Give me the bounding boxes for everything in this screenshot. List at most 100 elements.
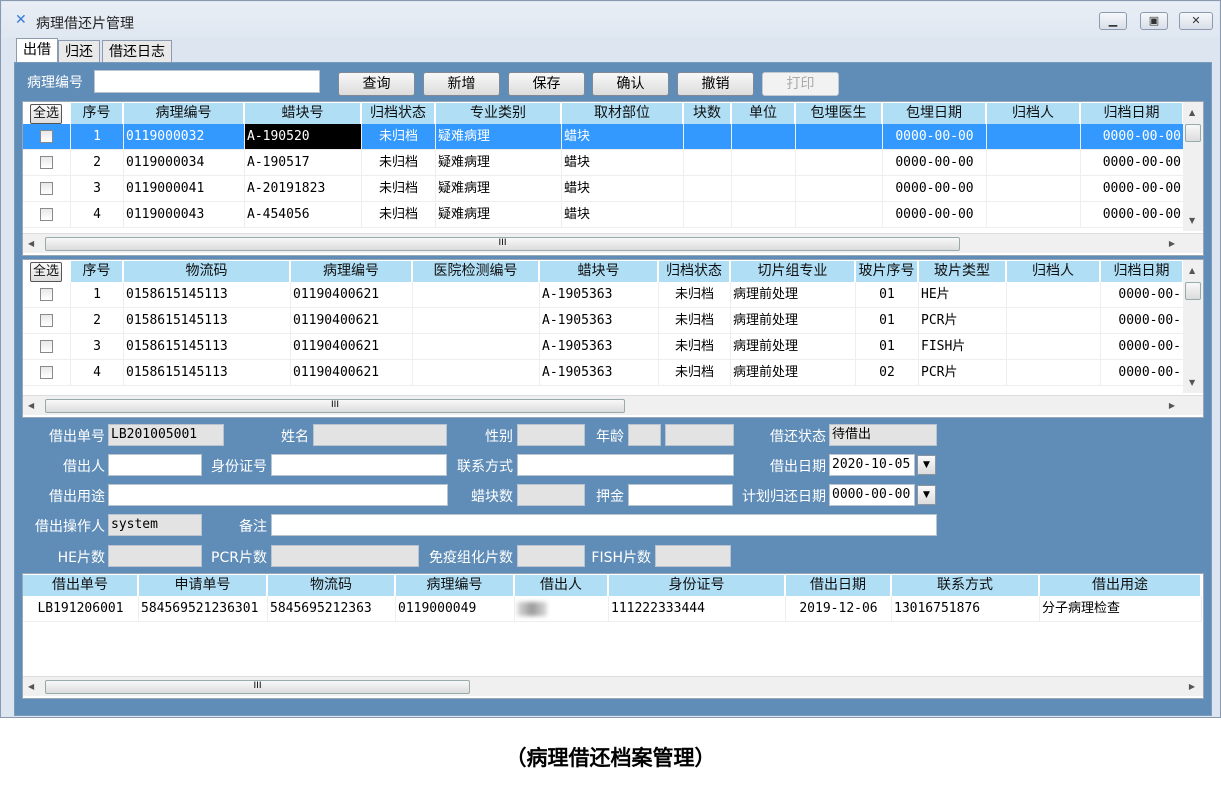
column-header[interactable]: 归档状态 (362, 103, 436, 124)
scroll-up-icon[interactable]: ▲ (1189, 266, 1196, 275)
scroll-thumb[interactable] (1185, 282, 1201, 300)
pathology-no-input[interactable] (94, 70, 320, 93)
scroll-down-icon[interactable]: ▼ (1189, 378, 1196, 387)
table-row[interactable]: 2 0119000034 A-190517 未归档 疑难病理 蜡块 0000-00-00 00… (23, 150, 1184, 176)
table-row[interactable]: LB191206001 584569521236301 5845695212363 0… (23, 596, 1202, 622)
row-checkbox[interactable] (40, 366, 53, 379)
table-row[interactable]: 3 0119000041 A-20191823 未归档 疑难病理 蜡块 0000-00-00… (23, 176, 1184, 202)
table-cell: 未归档 (362, 202, 436, 227)
table-row[interactable]: 1 0158615145113 01190400621 A-1905363 未归档 病理前… (23, 282, 1184, 308)
column-header[interactable]: 借出用途 (1040, 575, 1202, 596)
column-header[interactable]: 申请单号 (139, 575, 268, 596)
column-header[interactable]: 病理编号 (124, 103, 245, 124)
column-header[interactable]: 借出日期 (786, 575, 892, 596)
table-row[interactable]: 2 0158615145113 01190400621 A-1905363 未归档 病理前… (23, 308, 1184, 334)
scroll-thumb[interactable]: III (45, 399, 625, 413)
tab-loan[interactable]: 出借 (16, 38, 58, 64)
column-header[interactable]: 玻片序号 (856, 261, 919, 282)
column-header[interactable]: 归档日期 (1101, 261, 1184, 282)
scroll-left-icon[interactable]: ◀ (28, 401, 35, 410)
confirm-button[interactable]: 确认 (592, 72, 669, 96)
scroll-right-icon[interactable]: ▶ (1168, 401, 1175, 410)
column-header[interactable]: 包埋日期 (883, 103, 987, 124)
chevron-down-icon[interactable]: ▼ (917, 455, 936, 475)
scroll-thumb[interactable]: III (45, 680, 470, 694)
column-header[interactable]: 病理编号 (396, 575, 515, 596)
scroll-left-icon[interactable]: ◀ (28, 682, 35, 691)
horizontal-scrollbar[interactable]: ◀ III ▶ (23, 395, 1203, 415)
table-cell: 0119000049 (396, 596, 515, 621)
column-header[interactable]: 物流码 (268, 575, 396, 596)
column-header[interactable]: 玻片类型 (919, 261, 1007, 282)
column-header[interactable]: 取材部位 (562, 103, 684, 124)
row-checkbox[interactable] (40, 288, 53, 301)
table-row[interactable]: 1 0119000032 A-190520 未归档 疑难病理 蜡块 0000-00-00 00… (23, 124, 1184, 150)
column-header[interactable]: 归档状态 (659, 261, 731, 282)
select-all-button[interactable]: 全选 (29, 104, 62, 124)
column-header[interactable]: 蜡块号 (245, 103, 362, 124)
column-header[interactable]: 借出人 (515, 575, 609, 596)
table-row[interactable]: 4 0158615145113 01190400621 A-1905363 未归档 病理前… (23, 360, 1184, 386)
scroll-down-icon[interactable]: ▼ (1189, 216, 1196, 225)
column-header[interactable]: 归档人 (987, 103, 1081, 124)
scroll-thumb[interactable]: III (45, 237, 960, 251)
scroll-right-icon[interactable]: ▶ (1168, 239, 1175, 248)
column-header[interactable]: 医院检测编号 (413, 261, 540, 282)
minimize-button[interactable]: ▁ (1099, 12, 1127, 30)
column-header[interactable]: 单位 (732, 103, 796, 124)
column-header[interactable]: 包埋医生 (796, 103, 883, 124)
horizontal-scrollbar[interactable]: ◀ III ▶ (23, 676, 1203, 696)
table-cell: 疑难病理 (436, 150, 562, 175)
purpose-input[interactable] (108, 484, 448, 506)
vertical-scrollbar[interactable]: ▲ ▼ (1183, 260, 1203, 393)
add-button[interactable]: 新增 (423, 72, 500, 96)
chevron-down-icon[interactable]: ▼ (917, 485, 936, 505)
row-checkbox[interactable] (40, 182, 53, 195)
tab-loan-log[interactable]: 借还日志 (102, 40, 172, 63)
column-header[interactable]: 序号 (71, 261, 124, 282)
column-header[interactable]: 序号 (71, 103, 124, 124)
horizontal-scrollbar[interactable]: ◀ III ▶ (23, 233, 1203, 253)
scroll-thumb[interactable] (1185, 124, 1201, 142)
column-header[interactable]: 身份证号 (609, 575, 786, 596)
scroll-up-icon[interactable]: ▲ (1189, 108, 1196, 117)
remark-input[interactable] (271, 514, 937, 536)
query-button[interactable]: 查询 (338, 72, 415, 96)
column-header[interactable]: 借出单号 (23, 575, 139, 596)
row-checkbox[interactable] (40, 156, 53, 169)
row-checkbox[interactable] (40, 130, 53, 143)
maximize-button[interactable]: ▣ (1140, 12, 1168, 30)
id-no-input[interactable] (271, 454, 447, 476)
contact-input[interactable] (517, 454, 734, 476)
scroll-left-icon[interactable]: ◀ (28, 239, 35, 248)
table-cell (684, 176, 732, 201)
table-row[interactable]: 4 0119000043 A-454056 未归档 疑难病理 蜡块 0000-00-00 00… (23, 202, 1184, 228)
operator-input: system (108, 514, 202, 536)
loan-date-input[interactable]: 2020-10-05 (829, 454, 915, 476)
scroll-right-icon[interactable]: ▶ (1188, 682, 1195, 691)
row-checkbox[interactable] (40, 208, 53, 221)
revoke-button[interactable]: 撤销 (677, 72, 754, 96)
column-header[interactable]: 归档日期 (1081, 103, 1184, 124)
column-header[interactable]: 块数 (684, 103, 732, 124)
row-checkbox[interactable] (40, 314, 53, 327)
column-header[interactable]: 病理编号 (291, 261, 413, 282)
column-header[interactable]: 联系方式 (892, 575, 1040, 596)
loan-status-input: 待借出 (829, 424, 937, 446)
deposit-input[interactable] (628, 484, 733, 506)
table-row[interactable]: 3 0158615145113 01190400621 A-1905363 未归档 病理前… (23, 334, 1184, 360)
save-button[interactable]: 保存 (508, 72, 585, 96)
row-checkbox[interactable] (40, 340, 53, 353)
select-all-button[interactable]: 全选 (29, 262, 62, 282)
borrower-input[interactable] (108, 454, 202, 476)
column-header[interactable]: 专业类别 (436, 103, 562, 124)
slide-grid: 全选 序号 物流码 病理编号 医院检测编号 蜡块号 归档状态 切片组专业 玻片序号 玻片类型 归档人… (22, 259, 1204, 418)
close-button[interactable]: ✕ (1179, 12, 1213, 30)
column-header[interactable]: 蜡块号 (540, 261, 659, 282)
column-header[interactable]: 切片组专业 (731, 261, 856, 282)
tab-return[interactable]: 归还 (58, 40, 100, 63)
column-header[interactable]: 物流码 (124, 261, 291, 282)
vertical-scrollbar[interactable]: ▲ ▼ (1183, 102, 1203, 231)
plan-return-date-input[interactable]: 0000-00-00 (829, 484, 915, 506)
column-header[interactable]: 归档人 (1007, 261, 1101, 282)
